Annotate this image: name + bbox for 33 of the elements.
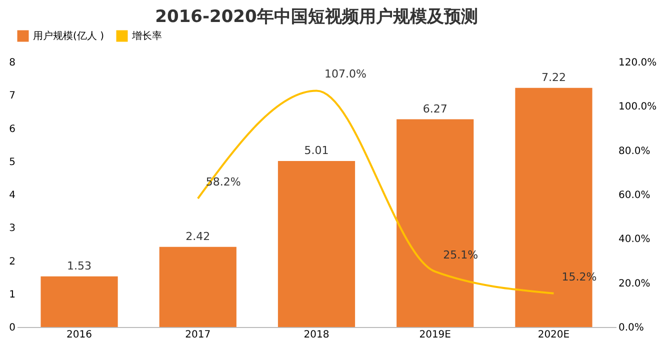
y-tick-label: 2 [9, 256, 16, 268]
y-tick-label: 7 [9, 90, 16, 102]
bar [40, 276, 118, 327]
data-label: 1.53 [67, 259, 92, 272]
data-label: 2.42 [186, 230, 210, 243]
y-tick-label: 8 [9, 58, 16, 68]
y2-tick-label: 40.0% [618, 234, 650, 246]
data-label: 5.01 [304, 144, 329, 158]
y-tick-label: 5 [9, 156, 16, 168]
y2-tick-label: 60.0% [618, 190, 650, 201]
x-tick-label: 2019E [419, 330, 452, 340]
y2-tick-label: 80.0% [618, 146, 650, 157]
legend-label: 增长率 [131, 30, 162, 42]
y-tick-label: 1 [9, 289, 16, 300]
bar [159, 246, 236, 327]
y-tick-label: 6 [9, 124, 16, 135]
x-tick-label: 2018 [304, 330, 330, 340]
data-label: 6.27 [422, 102, 448, 116]
y-tick-label: 4 [9, 190, 16, 201]
y2-tick-label: 120.0% [618, 58, 657, 68]
data-label: 7.22 [541, 70, 566, 84]
x-tick-label: 2016 [66, 330, 92, 340]
data-label: 107.0% [324, 68, 366, 81]
legend-label: 用户规模(亿人 ) [33, 30, 104, 42]
y-tick-label: 0 [9, 322, 16, 334]
y-tick-label: 3 [9, 223, 16, 234]
x-tick-label: 2020E [538, 330, 570, 340]
y2-tick-label: 0.0% [618, 322, 644, 334]
bar [278, 161, 356, 327]
y2-tick-label: 100.0% [618, 102, 657, 113]
chart-title: 2016-2020年中国短视频用户规模及预测 [155, 7, 478, 27]
x-tick-label: 2017 [185, 330, 211, 340]
y2-tick-label: 20.0% [618, 278, 650, 290]
